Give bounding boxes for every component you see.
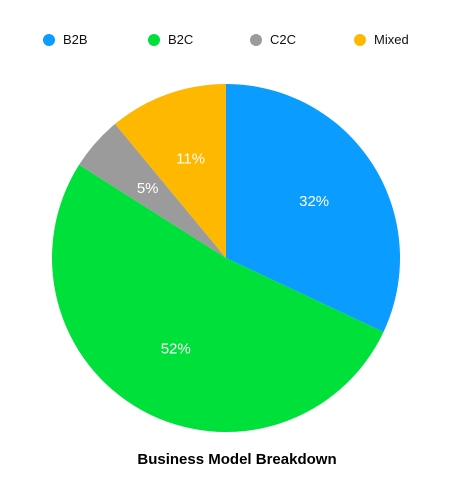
pie-slice-c2c [79,123,226,258]
legend-label-mixed: Mixed [374,32,409,47]
legend-label-b2c: B2C [168,32,194,47]
slice-label-b2b: 32% [299,193,329,210]
slice-label-mixed: 11% [176,151,205,168]
legend-swatch-b2c [148,33,160,46]
slice-label-c2c: 5% [137,180,159,197]
legend-swatch-mixed [354,33,366,46]
legend-label-c2c: C2C [270,32,297,47]
slice-label-b2c: 52% [161,340,191,357]
legend-label-b2b: B2B [63,32,88,47]
pie-slice-mixed [115,84,226,258]
legend-swatch-b2b [43,33,55,46]
chart-title: Business Model Breakdown [137,451,337,468]
legend-item-mixed: Mixed [354,32,409,47]
legend: B2B B2C C2C Mixed [0,32,474,52]
pie-slice-b2c [52,164,384,432]
legend-item-b2c: B2C [148,32,193,47]
legend-item-b2b: B2B [43,32,88,47]
legend-swatch-c2c [250,33,262,46]
pie-slice-b2b [226,84,401,333]
legend-item-c2c: C2C [250,32,296,47]
